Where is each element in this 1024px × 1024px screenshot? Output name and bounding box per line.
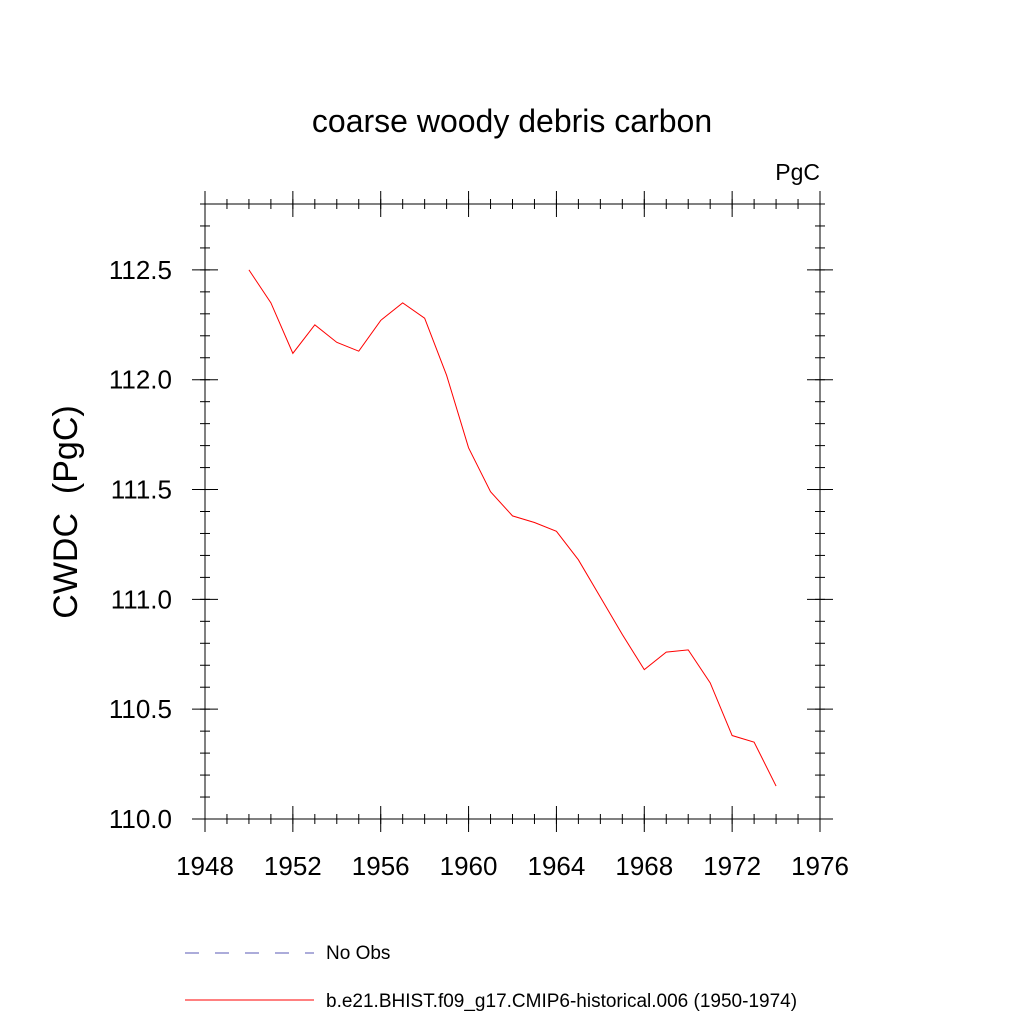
y-tick-label: 110.5 [109, 694, 172, 724]
y-axis-label: CWDC (PgC) [47, 405, 85, 618]
x-tick-label: 1972 [703, 851, 761, 881]
y-tick-label: 112.0 [109, 365, 172, 395]
series-line [248, 269, 777, 787]
x-tick-labels: 1948 1952 1956 1960 1964 1968 1972 1976 [176, 851, 849, 881]
legend: No Obs b.e21.BHIST.f09_g17.CMIP6-histori… [185, 943, 797, 1012]
major-ticks [192, 191, 833, 832]
x-tick-label: 1948 [176, 851, 234, 881]
chart-title: coarse woody debris carbon [312, 103, 712, 139]
units-label: PgC [775, 159, 820, 185]
x-tick-label: 1964 [528, 851, 586, 881]
y-tick-label: 111.0 [111, 584, 172, 614]
x-tick-label: 1960 [440, 851, 498, 881]
x-tick-label: 1976 [791, 851, 849, 881]
x-tick-label: 1952 [264, 851, 322, 881]
y-tick-label: 112.5 [109, 255, 172, 285]
plot-frame [204, 203, 821, 820]
y-tick-label: 111.5 [111, 475, 172, 505]
legend-label-no-obs: No Obs [326, 943, 390, 964]
series-lines [248, 269, 777, 787]
x-tick-label: 1968 [615, 851, 673, 881]
y-tick-labels: 110.0 110.5 111.0 111.5 112.0 112.5 [109, 255, 172, 834]
minor-ticks [200, 199, 825, 824]
legend-label-historical: b.e21.BHIST.f09_g17.CMIP6-historical.006… [326, 991, 797, 1012]
y-tick-label: 110.0 [109, 804, 172, 834]
x-tick-label: 1956 [352, 851, 410, 881]
